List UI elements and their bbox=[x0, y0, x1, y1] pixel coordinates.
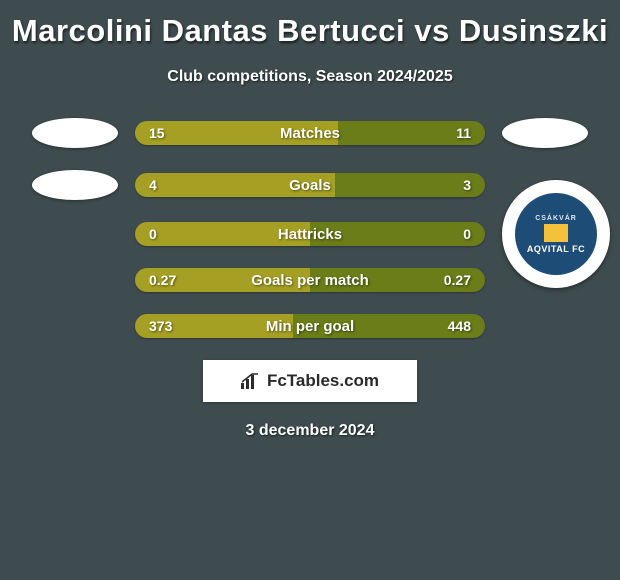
left-value: 0 bbox=[149, 226, 157, 242]
left-flag-slot bbox=[15, 118, 135, 148]
date-text: 3 december 2024 bbox=[0, 422, 620, 440]
club-top-text: CSÁKVÁR bbox=[535, 215, 577, 222]
left-flag-slot bbox=[15, 170, 135, 200]
left-value: 0.27 bbox=[149, 272, 176, 288]
right-club-badge: CSÁKVÁR AQVITAL FC bbox=[502, 180, 610, 288]
right-value: 448 bbox=[448, 318, 471, 334]
left-value: 15 bbox=[149, 125, 165, 141]
stat-bar: 373 448 Min per goal bbox=[135, 314, 485, 338]
club-crest-icon: CSÁKVÁR AQVITAL FC bbox=[515, 193, 597, 275]
stat-bar: 0 0 Hattricks bbox=[135, 222, 485, 246]
left-flag-icon bbox=[32, 118, 118, 148]
club-building-icon bbox=[544, 224, 568, 242]
branding-text: FcTables.com bbox=[267, 371, 379, 391]
left-flag-icon bbox=[32, 170, 118, 200]
branding-badge: FcTables.com bbox=[203, 360, 417, 402]
bars-icon bbox=[241, 373, 261, 389]
stat-row: 15 11 Matches bbox=[0, 118, 620, 148]
stat-row: 373 448 Min per goal bbox=[0, 314, 620, 338]
stat-bar: 15 11 Matches bbox=[135, 121, 485, 145]
right-value: 11 bbox=[456, 125, 471, 141]
page-title: Marcolini Dantas Bertucci vs Dusinszki bbox=[0, 6, 620, 52]
right-value: 0 bbox=[463, 226, 471, 242]
right-flag-slot bbox=[485, 118, 605, 148]
left-value: 373 bbox=[149, 318, 172, 334]
stat-bar: 0.27 0.27 Goals per match bbox=[135, 268, 485, 292]
right-flag-icon bbox=[502, 118, 588, 148]
right-value: 3 bbox=[463, 177, 471, 193]
stat-bar: 4 3 Goals bbox=[135, 173, 485, 197]
right-value: 0.27 bbox=[444, 272, 471, 288]
club-name-text: AQVITAL FC bbox=[527, 244, 585, 254]
subtitle: Club competitions, Season 2024/2025 bbox=[0, 68, 620, 86]
left-value: 4 bbox=[149, 177, 157, 193]
